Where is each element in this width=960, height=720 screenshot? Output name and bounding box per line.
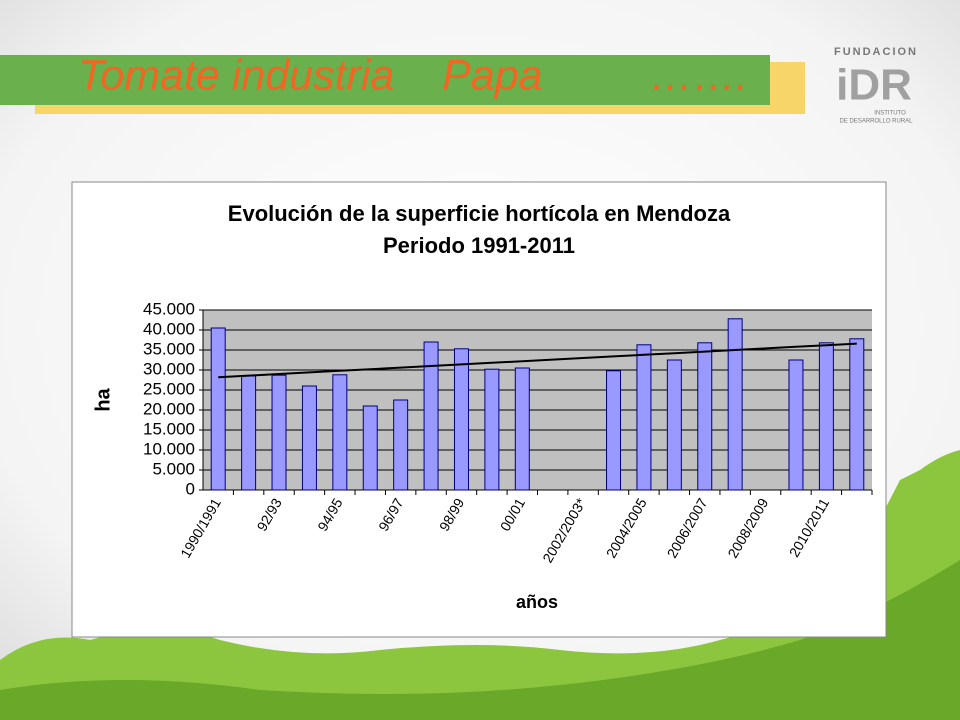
- bar: [818, 342, 834, 491]
- bar: [606, 370, 622, 491]
- y-tick-label: 40.000: [143, 319, 195, 338]
- bar: [393, 399, 409, 491]
- bar: [697, 342, 713, 491]
- logo-mark: iDR: [836, 61, 912, 110]
- trend-line: [218, 342, 857, 379]
- bar: [727, 318, 743, 491]
- y-tick-label: 35.000: [143, 339, 195, 358]
- y-tick-label: 10.000: [143, 439, 195, 458]
- y-tick-label: 30.000: [143, 359, 195, 378]
- bar: [484, 368, 500, 491]
- bar: [210, 327, 226, 491]
- bar: [362, 405, 378, 491]
- y-tick-label: 20.000: [143, 399, 195, 418]
- bar: [301, 385, 317, 491]
- y-tick-label: 25.000: [143, 379, 195, 398]
- bar: [423, 341, 439, 491]
- bar: [636, 344, 652, 491]
- bar: [849, 338, 865, 491]
- bar: [271, 374, 287, 491]
- bar: [241, 375, 257, 491]
- bar: [514, 367, 530, 491]
- slide-title: Tomate industria Papa …….: [78, 51, 748, 99]
- bar: [788, 359, 804, 491]
- chart-subtitle: Periodo 1991-2011: [383, 233, 575, 258]
- y-tick-label: 0: [186, 479, 195, 498]
- y-tick-label: 15.000: [143, 419, 195, 438]
- bar: [332, 374, 348, 491]
- logo: FUNDACION iDR INSTITUTO DE DESARROLLO RU…: [834, 46, 918, 125]
- logo-line2: DE DESARROLLO RURAL: [839, 119, 913, 125]
- title-bar: [0, 55, 770, 105]
- x-axis-label: años: [516, 592, 558, 612]
- logo-top: FUNDACION: [834, 46, 918, 58]
- logo-line1: INSTITUTO: [874, 111, 906, 117]
- y-tick-label: 5.000: [152, 459, 195, 478]
- y-axis-label: ha: [92, 387, 114, 411]
- bar: [453, 348, 469, 491]
- hills: [0, 450, 960, 720]
- hills-front: [0, 560, 960, 720]
- y-tick-label: 45.000: [143, 299, 195, 318]
- bar: [666, 359, 682, 491]
- chart-title: Evolución de la superficie hortícola en …: [228, 201, 731, 226]
